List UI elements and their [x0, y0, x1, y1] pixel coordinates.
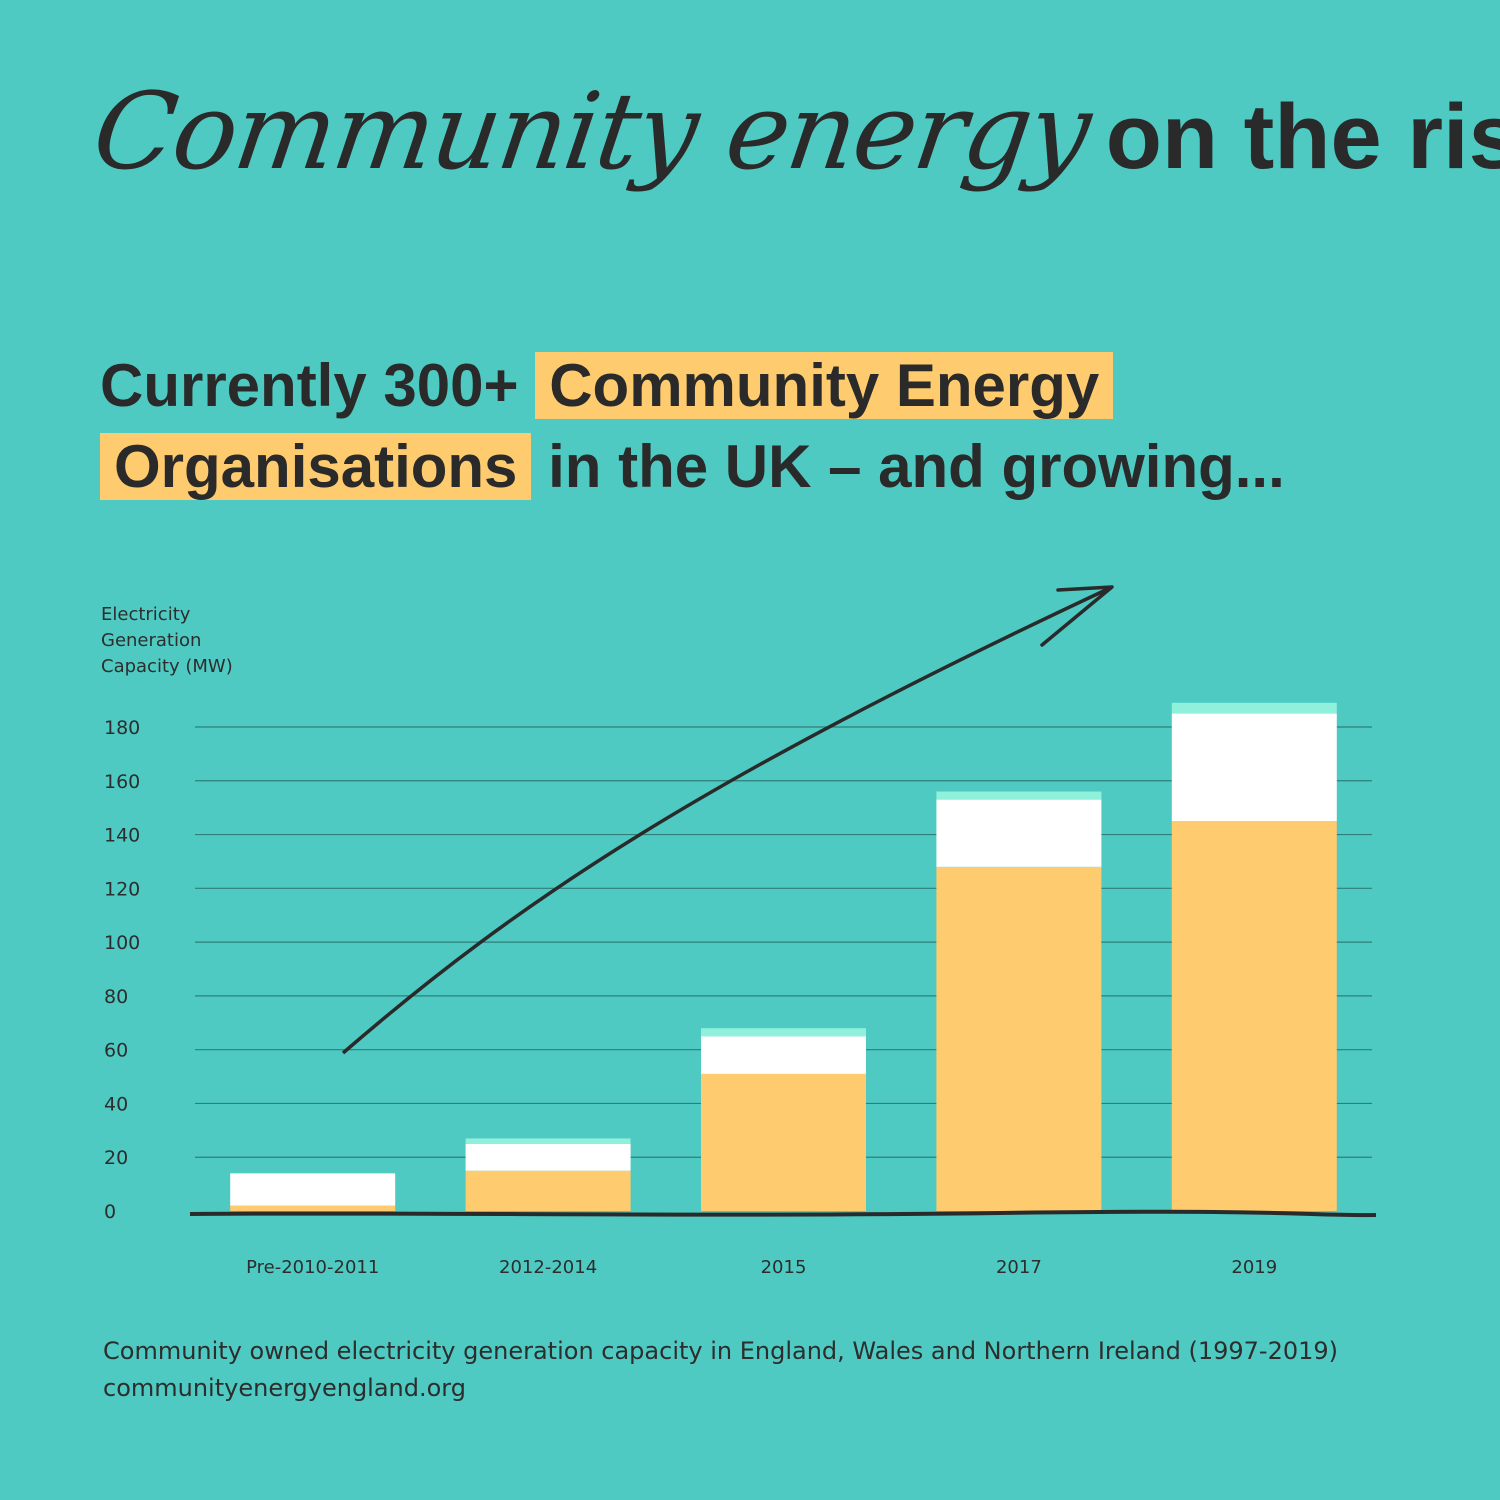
bars [230, 702, 1337, 1211]
caption-line1: Community owned electricity generation c… [103, 1337, 1339, 1365]
y-tick-label: 40 [104, 1093, 128, 1115]
x-tick-label: 2019 [1231, 1257, 1277, 1278]
y-tick-label: 20 [104, 1147, 128, 1169]
trend-arrow-head [1040, 585, 1114, 647]
x-ticks: Pre-2010-2011 2012-2014 2015 2017 2019 [246, 1257, 1277, 1278]
bar-segment-0 [1171, 821, 1337, 1211]
y-ticks: 0 20 40 60 80 100 120 140 160 180 [104, 717, 140, 1223]
bar-segment-2 [1171, 702, 1337, 714]
bar-segment-0 [465, 1170, 631, 1211]
x-tick-label: 2015 [761, 1257, 807, 1278]
y-tick-label: 60 [104, 1040, 128, 1062]
y-tick-label: 80 [104, 986, 128, 1008]
title-bold: on the rise [1105, 86, 1500, 188]
x-tick-label: 2017 [996, 1257, 1042, 1278]
bar-segment-1 [1171, 713, 1337, 822]
y-axis-label-line3: Capacity (MW) [101, 656, 233, 677]
bar-segment-0 [230, 1205, 396, 1211]
bar-segment-0 [936, 866, 1102, 1211]
caption-line2: communityenergyengland.org [103, 1374, 466, 1402]
x-tick-label: Pre-2010-2011 [246, 1257, 379, 1278]
headline-part1: Currently 300+ [100, 352, 519, 419]
y-tick-label: 160 [104, 771, 140, 793]
y-tick-label: 120 [104, 878, 140, 900]
y-tick-label: 0 [104, 1201, 116, 1223]
bar-segment-1 [465, 1143, 631, 1171]
bar-segment-2 [465, 1138, 631, 1144]
x-tick-label: 2012-2014 [499, 1257, 597, 1278]
caption: Community owned electricity generation c… [103, 1333, 1338, 1407]
y-axis-label-line1: Electricity [101, 604, 191, 625]
headline: Currently 300+ Community Energy Organisa… [100, 345, 1400, 507]
bar-segment-1 [701, 1036, 866, 1074]
baseline [189, 1209, 1377, 1218]
headline-highlight-1: Community Energy [535, 352, 1114, 419]
y-tick-label: 140 [104, 825, 140, 847]
trend-arrow [341, 586, 1111, 1055]
bar-segment-2 [936, 791, 1102, 800]
y-tick-label: 100 [104, 932, 140, 954]
bar-segment-2 [701, 1028, 866, 1037]
headline-highlight-2: Organisations [100, 433, 532, 500]
headline-part2: in the UK – and growing... [548, 433, 1285, 500]
y-tick-label: 180 [104, 717, 140, 739]
y-axis-label-line2: Generation [101, 630, 201, 651]
bar-segment-1 [230, 1173, 396, 1206]
bar-segment-0 [701, 1073, 866, 1211]
bar-segment-1 [936, 799, 1102, 867]
